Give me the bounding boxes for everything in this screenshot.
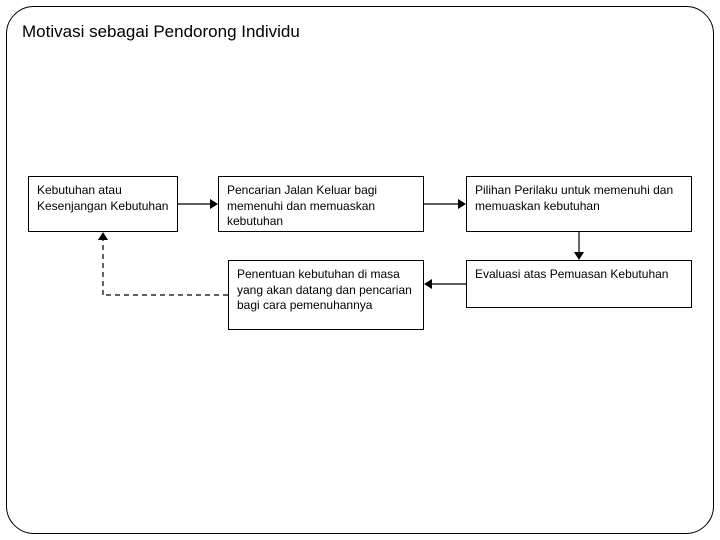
flow-box-b1: Kebutuhan atau Kesenjangan Kebutuhan (28, 176, 178, 232)
flow-box-b3: Pilihan Perilaku untuk memenuhi dan memu… (466, 176, 692, 232)
flow-box-b2: Pencarian Jalan Keluar bagi memenuhi dan… (218, 176, 424, 232)
slide-title: Motivasi sebagai Pendorong Individu (22, 22, 300, 42)
flow-box-b4: Penentuan kebutuhan di masa yang akan da… (228, 260, 424, 330)
flow-box-b5: Evaluasi atas Pemuasan Kebutuhan (466, 260, 692, 308)
